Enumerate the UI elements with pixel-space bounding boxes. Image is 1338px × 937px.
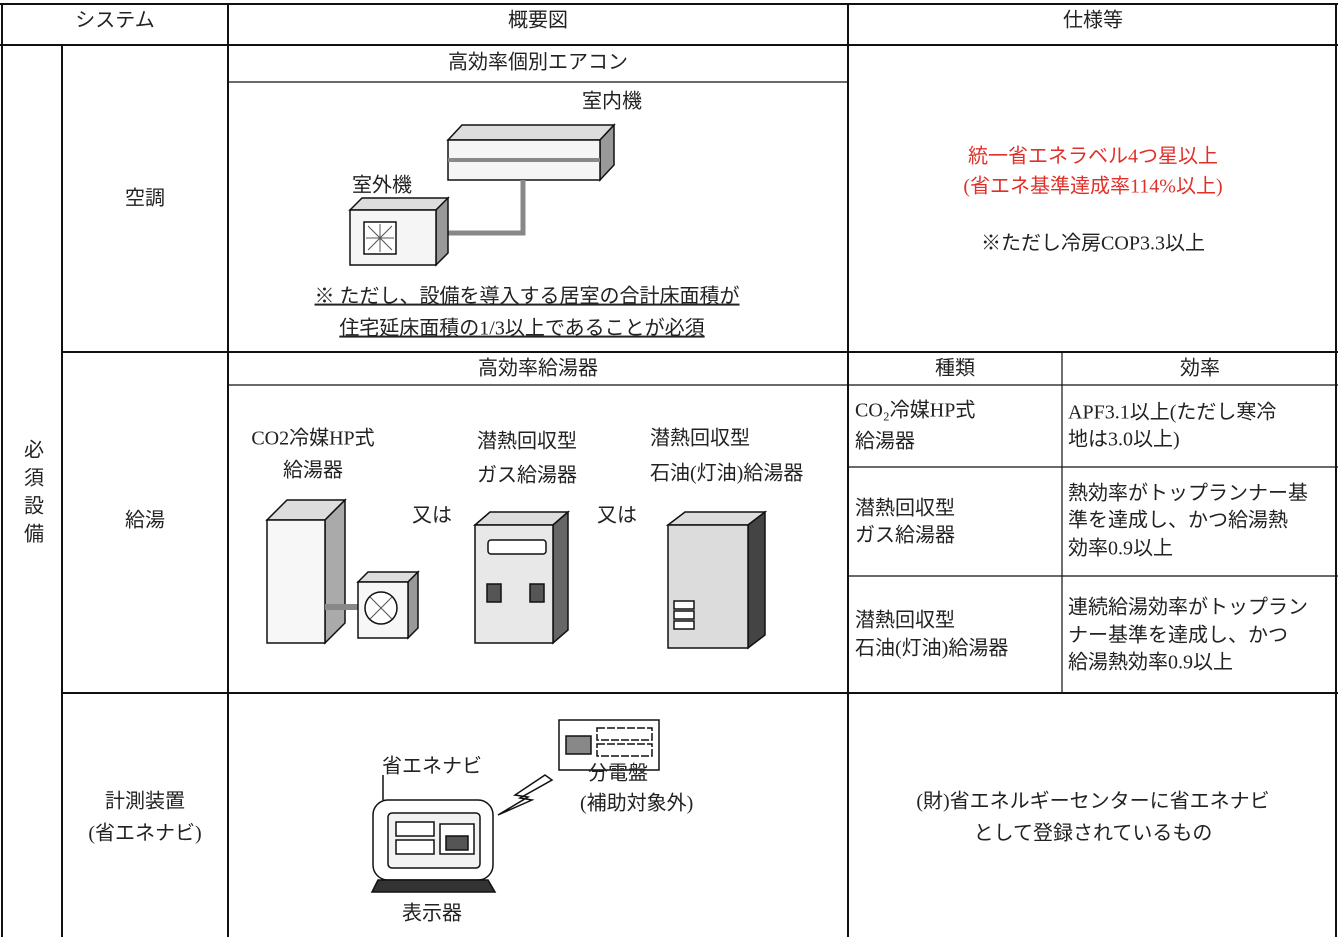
system-name: 給湯 — [125, 509, 165, 532]
diagram-label: ガス給湯器 — [477, 464, 577, 487]
diagram-label: 潜熱回収型 — [477, 430, 577, 453]
note: ※ ただし、設備を導入する居室の合計床面積が — [315, 285, 740, 308]
header-cell: 概要図 — [508, 9, 568, 32]
spec-highlight: 統一省エネラベル4つ星以上 — [968, 145, 1218, 168]
system-name: 計測装置 — [105, 790, 185, 813]
header-cell: システム — [75, 10, 154, 32]
note: 住宅延床面積の1/3以上であることが必須 — [339, 317, 704, 340]
or-label: 又は — [597, 505, 637, 527]
subtable-header: 種類 — [935, 357, 975, 380]
subtable-cell: 地は3.0以上) — [1068, 428, 1180, 451]
subtable-cell: APF3.1以上(ただし寒冷 — [1068, 401, 1276, 424]
spec: ※ただし冷房COP3.3以上 — [981, 232, 1205, 255]
subtable-cell: 潜熱回収型 — [855, 497, 955, 520]
diagram-title: 高効率給湯器 — [478, 357, 598, 380]
borders — [0, 3, 1338, 937]
or-label: 又は — [412, 505, 452, 527]
diagram-label: 石油(灯油)給湯器 — [650, 462, 803, 485]
diagram-label: 室内機 — [582, 90, 642, 113]
texts: システム 概要図 仕様等 必 須 設 備 空調 高効率個別エアコン 室内機 室外… — [24, 9, 1308, 925]
diagram-label: 給湯器 — [283, 459, 343, 482]
system-name: 空調 — [125, 187, 165, 210]
diagram-label: 省エネナビ — [382, 755, 482, 778]
subtable-header: 効率 — [1180, 357, 1220, 380]
subtable-cell: 連続給湯効率がトップラン — [1068, 596, 1308, 619]
subtable-cell: 給湯器 — [855, 430, 915, 453]
subtable-cell: 給湯熱効率0.9以上 — [1068, 651, 1233, 674]
side-label: 須 — [24, 467, 44, 490]
spec-highlight: (省エネ基準達成率114%以上) — [963, 175, 1222, 198]
subtable-cell: ガス給湯器 — [855, 524, 955, 547]
side-label: 必 — [24, 439, 44, 462]
diagram-label: (補助対象外) — [580, 792, 693, 815]
diagram-label: 表示器 — [402, 902, 462, 925]
subtable-cell: 効率0.9以上 — [1068, 537, 1173, 560]
subtable-cell: 準を達成し、かつ給湯熱 — [1068, 509, 1288, 532]
side-label: 備 — [24, 523, 44, 546]
subtable-cell: CO₂冷媒HP式 — [855, 399, 975, 422]
side-label: 設 — [24, 496, 44, 518]
diagram-title: 高効率個別エアコン — [448, 51, 628, 74]
header-cell: 仕様等 — [1063, 9, 1123, 32]
subtable-cell: ナー基準を達成し、かつ — [1068, 624, 1288, 647]
illustrations — [265, 123, 768, 893]
diagram-label: 室外機 — [352, 174, 412, 197]
spec: (財)省エネルギーセンターに省エネナビ — [916, 790, 1269, 813]
subtable-cell: 石油(灯油)給湯器 — [855, 637, 1008, 660]
diagram-label: 潜熱回収型 — [650, 427, 750, 450]
subtable-cell: 熱効率がトップランナー基 — [1068, 482, 1308, 505]
system-name: (省エネナビ) — [88, 822, 201, 845]
diagram-label: 分電盤 — [588, 762, 648, 785]
diagram-label: CO2冷媒HP式 — [251, 427, 374, 450]
subtable-cell: 潜熱回収型 — [855, 609, 955, 632]
spec: として登録されているもの — [974, 822, 1213, 845]
